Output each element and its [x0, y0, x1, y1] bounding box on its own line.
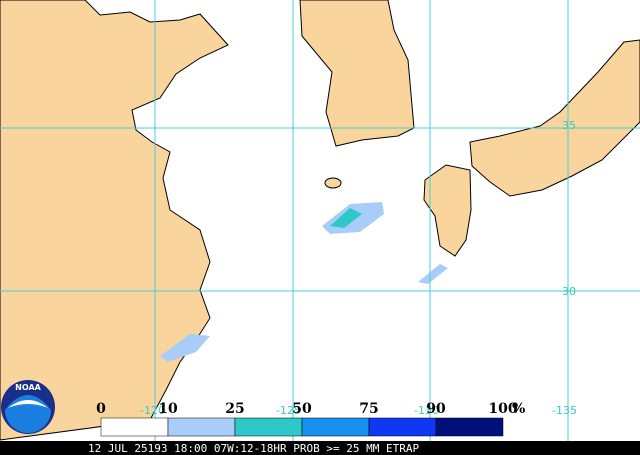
legend-tick: 100 [488, 401, 517, 417]
legend-tick: 50 [292, 401, 312, 417]
legend-swatch [301, 417, 370, 437]
lon-label: -120 [140, 404, 165, 417]
legend-swatch [100, 417, 169, 437]
legend-swatch [167, 417, 236, 437]
legend-unit: % [512, 401, 525, 417]
lat-label: 35 [562, 119, 576, 132]
logo-bird [8, 400, 48, 408]
lon-label: -135 [552, 404, 577, 417]
island [324, 177, 342, 189]
legend-tick: 75 [359, 401, 378, 417]
logo-text: NOAA [15, 383, 41, 392]
legend-swatch [368, 417, 437, 437]
legend-tick: 90 [426, 401, 446, 417]
korea [299, 0, 415, 147]
lon-label: -125 [276, 404, 301, 417]
legend-tick: 0 [96, 401, 106, 417]
rain-area [160, 334, 210, 362]
lat-label: 30 [562, 285, 576, 298]
footer-text: 12 JUL 25193 18:00 07W:12-18HR PROB >= 2… [88, 442, 420, 455]
honshu [469, 39, 640, 197]
legend-tick: 10 [158, 401, 178, 417]
lon-label: -130 [414, 404, 439, 417]
noaa-logo: NOAA [1, 380, 55, 434]
legend-swatch [234, 417, 303, 437]
graticule [0, 0, 640, 441]
legend-swatch [435, 417, 504, 437]
rain-area [330, 208, 362, 228]
rain-area [418, 264, 448, 284]
footer-bar [0, 441, 640, 455]
legend-tick: 25 [225, 401, 244, 417]
